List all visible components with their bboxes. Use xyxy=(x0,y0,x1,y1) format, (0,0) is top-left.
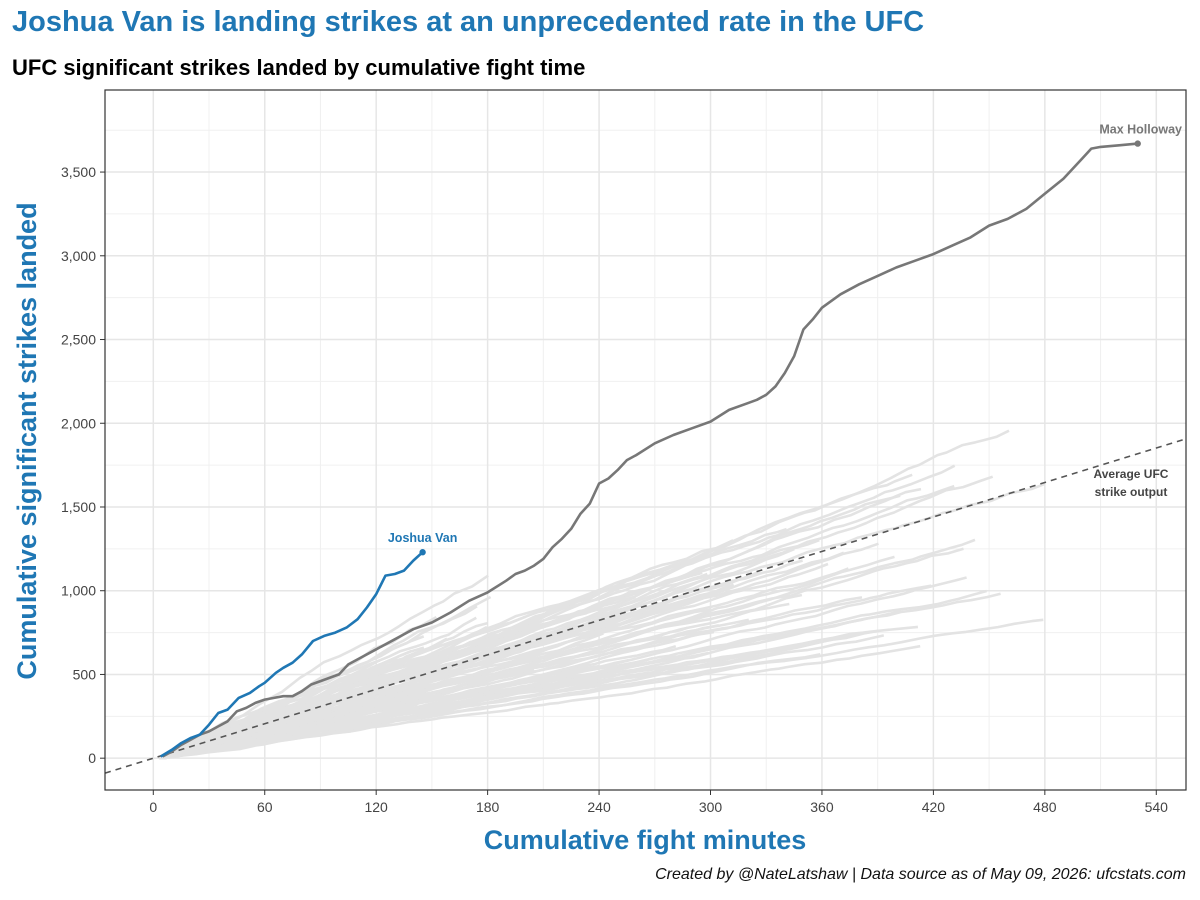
series-label-joshua-van: Joshua Van xyxy=(388,531,457,545)
average-line-label: Average UFC strike output xyxy=(1094,467,1169,499)
x-tick-label: 300 xyxy=(699,799,723,815)
y-tick-label: 2,000 xyxy=(61,415,96,431)
fighter-line xyxy=(159,589,987,760)
plot-border xyxy=(104,89,1187,791)
y-tick-label: 3,000 xyxy=(61,248,96,264)
y-tick-label: 3,500 xyxy=(61,164,96,180)
x-tick-label: 480 xyxy=(1033,799,1057,815)
fighter-line xyxy=(158,429,1010,760)
fighter-line xyxy=(160,557,699,760)
y-tick-label: 2,500 xyxy=(61,332,96,348)
x-tick-label: 540 xyxy=(1145,799,1169,815)
average-line-group: Average UFC strike output xyxy=(104,438,1187,774)
series-line-joshua-van xyxy=(160,551,424,758)
axes: 0 60 120 180 240 300 360 420 480 540 0 500 1,000 1,50… xyxy=(61,89,1187,815)
fighter-line xyxy=(161,538,820,760)
y-tick-label: 1,000 xyxy=(61,583,96,599)
x-axis-title: Cumulative fight minutes xyxy=(484,825,807,855)
x-tick-label: 240 xyxy=(587,799,611,815)
chart-title: Joshua Van is landing strikes at an unpr… xyxy=(12,6,925,38)
fighter-line xyxy=(161,494,901,760)
series-end-point-joshua-van xyxy=(419,549,426,556)
y-tick-label: 1,500 xyxy=(61,499,96,515)
grid xyxy=(105,90,1186,790)
chart-caption: Created by @NateLatshaw | Data source as… xyxy=(655,866,1186,883)
y-tick-label: 500 xyxy=(73,666,97,682)
x-tick-label: 180 xyxy=(476,799,500,815)
fighter-line xyxy=(159,602,790,760)
chart-subtitle: UFC significant strikes landed by cumula… xyxy=(12,55,586,80)
fighter-line xyxy=(163,609,902,760)
y-tick-label: 0 xyxy=(88,750,96,766)
highlighted-series: Max Holloway Joshua Van xyxy=(160,123,1182,758)
x-tick-label: 360 xyxy=(810,799,834,815)
x-tick-label: 0 xyxy=(149,799,157,815)
plot-panel xyxy=(105,90,1186,790)
x-tick-label: 60 xyxy=(257,799,273,815)
fighter-line xyxy=(163,632,604,760)
average-line xyxy=(104,438,1187,774)
x-tick-label: 120 xyxy=(364,799,388,815)
series-end-point-max-holloway xyxy=(1134,140,1141,147)
series-label-max-holloway: Max Holloway xyxy=(1099,123,1182,137)
fighter-line xyxy=(160,659,381,760)
series-line-max-holloway xyxy=(161,142,1138,758)
x-tick-label: 420 xyxy=(922,799,946,815)
y-axis-title: Cumulative significant strikes landed xyxy=(12,202,42,679)
